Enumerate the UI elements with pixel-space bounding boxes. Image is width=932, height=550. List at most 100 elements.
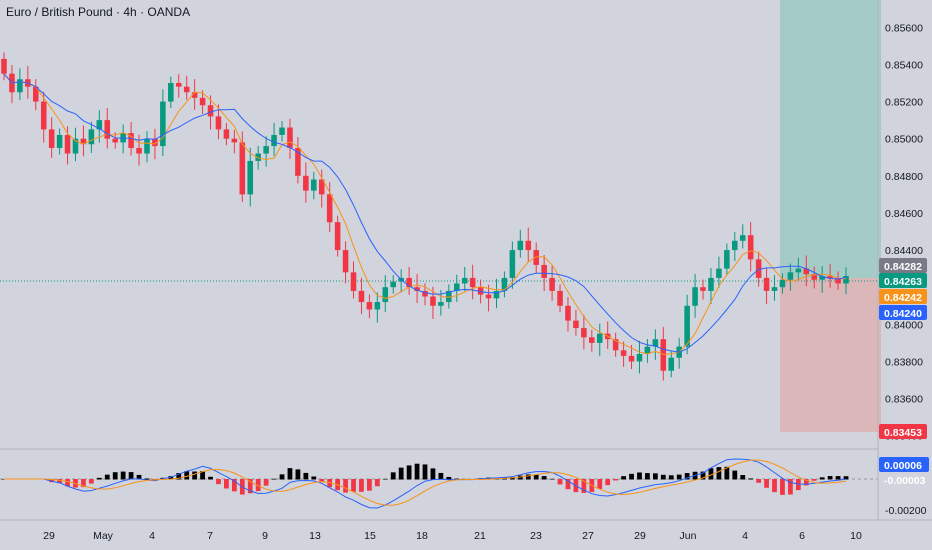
candle-body[interactable]	[382, 287, 389, 303]
candle-body[interactable]	[596, 333, 603, 343]
candle-body[interactable]	[1, 58, 7, 74]
candle-body[interactable]	[390, 281, 397, 288]
candle-body[interactable]	[771, 287, 778, 291]
candle-body[interactable]	[96, 120, 103, 130]
candle-body[interactable]	[32, 86, 39, 102]
candle-body[interactable]	[549, 277, 555, 291]
candle-body[interactable]	[684, 305, 690, 347]
candle-body[interactable]	[461, 277, 468, 284]
candle-body[interactable]	[747, 235, 754, 260]
candle-body[interactable]	[708, 277, 714, 291]
candle-body[interactable]	[231, 138, 238, 143]
candle-body[interactable]	[263, 146, 269, 154]
candle-body[interactable]	[430, 296, 436, 306]
candle-body[interactable]	[517, 240, 524, 251]
candle-body[interactable]	[88, 129, 95, 145]
candle-body[interactable]	[207, 105, 214, 117]
candle-body[interactable]	[120, 133, 126, 143]
candle-body[interactable]	[168, 82, 174, 102]
candle-body[interactable]	[215, 116, 222, 130]
candle-body[interactable]	[843, 276, 849, 284]
candle-body[interactable]	[732, 240, 738, 251]
candle-body[interactable]	[255, 153, 261, 161]
candle-body[interactable]	[660, 339, 667, 371]
candle-body[interactable]	[366, 302, 373, 310]
candle-body[interactable]	[787, 272, 794, 280]
candle-body[interactable]	[835, 277, 841, 284]
time-axis[interactable]: 29 May 4 7 9 13 15 18 21 23 27 29 Jun 4 6 10	[43, 530, 862, 542]
target-zone[interactable]	[780, 0, 881, 278]
candle-body[interactable]	[48, 129, 55, 148]
candle-body[interactable]	[739, 235, 746, 241]
candle-body[interactable]	[223, 129, 230, 139]
stop-zone[interactable]	[780, 278, 881, 432]
candle-body[interactable]	[525, 240, 532, 251]
candle-body[interactable]	[477, 287, 484, 295]
candle-body[interactable]	[581, 328, 587, 338]
candle-body[interactable]	[446, 290, 452, 303]
candle-body[interactable]	[501, 277, 508, 291]
candle-body[interactable]	[318, 179, 325, 195]
candle-body[interactable]	[128, 133, 134, 148]
candle-body[interactable]	[191, 92, 198, 98]
candle-body[interactable]	[303, 175, 309, 191]
candle-body[interactable]	[414, 287, 420, 291]
candle-body[interactable]	[104, 120, 111, 139]
candle-body[interactable]	[803, 268, 810, 275]
candle-body[interactable]	[644, 346, 651, 355]
candle-body[interactable]	[612, 339, 619, 351]
candle-body[interactable]	[485, 294, 492, 299]
candle-body[interactable]	[334, 222, 341, 251]
candle-body[interactable]	[239, 142, 246, 195]
candle-body[interactable]	[80, 138, 87, 145]
candle-body[interactable]	[326, 194, 333, 223]
candle-body[interactable]	[509, 250, 516, 278]
candle-body[interactable]	[160, 101, 166, 147]
candle-body[interactable]	[469, 277, 476, 288]
candle-body[interactable]	[827, 276, 833, 278]
candle-body[interactable]	[72, 138, 79, 154]
candle-body[interactable]	[652, 339, 659, 347]
candle-body[interactable]	[716, 268, 722, 278]
macd-axis[interactable]: -0.00200	[885, 505, 927, 517]
candle-body[interactable]	[56, 134, 63, 148]
candle-body[interactable]	[279, 127, 285, 135]
candle-body[interactable]	[295, 147, 301, 176]
candle-body[interactable]	[175, 82, 182, 87]
candle-body[interactable]	[795, 268, 802, 273]
candle-body[interactable]	[422, 290, 428, 297]
candle-body[interactable]	[533, 250, 539, 265]
candle-body[interactable]	[453, 283, 460, 291]
candle-body[interactable]	[406, 277, 412, 288]
candle-body[interactable]	[374, 302, 381, 310]
candle-body[interactable]	[779, 279, 786, 288]
candle-body[interactable]	[287, 127, 293, 148]
candle-body[interactable]	[40, 101, 47, 130]
candle-body[interactable]	[17, 79, 23, 93]
candle-body[interactable]	[438, 302, 444, 306]
candle-body[interactable]	[358, 290, 365, 303]
candle-body[interactable]	[136, 147, 142, 154]
candle-body[interactable]	[628, 355, 635, 362]
candle-body[interactable]	[144, 138, 150, 154]
candle-body[interactable]	[350, 272, 357, 291]
candle-body[interactable]	[271, 134, 277, 147]
candle-body[interactable]	[342, 250, 349, 273]
candle-body[interactable]	[620, 350, 627, 356]
candle-body[interactable]	[811, 274, 818, 280]
candle-body[interactable]	[112, 138, 118, 143]
candle-body[interactable]	[565, 305, 571, 321]
candle-body[interactable]	[247, 160, 254, 195]
candle-body[interactable]	[311, 179, 317, 191]
candle-body[interactable]	[819, 276, 825, 280]
price-axis[interactable]: 0.85600 0.85400 0.85200 0.85000 0.84800 0.846…	[885, 22, 923, 442]
candle-body[interactable]	[692, 287, 698, 306]
candle-body[interactable]	[589, 337, 595, 343]
candle-body[interactable]	[557, 290, 563, 306]
candle-body[interactable]	[668, 357, 675, 371]
candle-body[interactable]	[199, 97, 206, 106]
candle-body[interactable]	[152, 138, 158, 147]
candle-body[interactable]	[724, 250, 730, 269]
candle-body[interactable]	[763, 277, 770, 291]
